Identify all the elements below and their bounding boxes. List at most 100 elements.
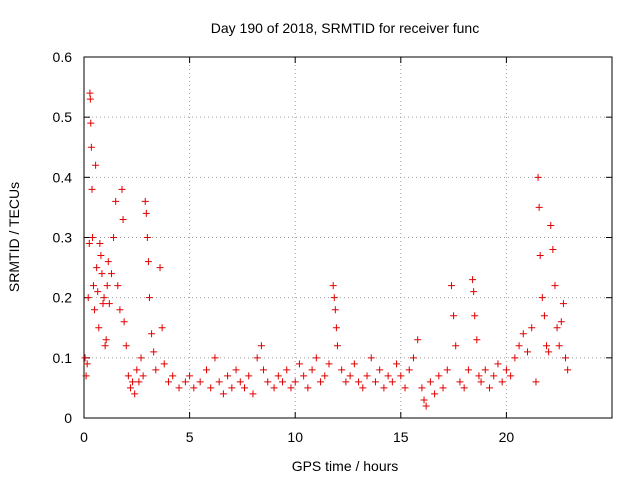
data-points: [81, 89, 572, 410]
data-point: [367, 354, 375, 362]
data-point: [553, 324, 561, 332]
data-point: [270, 384, 278, 392]
data-point: [87, 119, 95, 127]
data-point: [253, 354, 261, 362]
data-point: [393, 360, 401, 368]
data-point: [124, 372, 132, 380]
data-point: [549, 246, 557, 254]
data-point: [86, 89, 94, 97]
data-point: [145, 294, 153, 302]
x-tick-label: 15: [393, 429, 409, 445]
data-point: [502, 366, 510, 374]
data-point: [95, 324, 103, 332]
y-tick-label: 0.6: [53, 49, 73, 65]
data-point: [181, 378, 189, 386]
data-point: [538, 294, 546, 302]
data-point: [137, 354, 145, 362]
data-point: [245, 372, 253, 380]
y-tick-label: 0.1: [53, 350, 73, 366]
data-point: [103, 282, 111, 290]
data-point: [422, 402, 430, 410]
data-point: [464, 366, 472, 374]
data-point: [350, 360, 358, 368]
data-point: [158, 324, 166, 332]
data-point: [107, 270, 115, 278]
data-point: [86, 95, 94, 103]
data-point: [90, 282, 98, 290]
data-point: [196, 378, 204, 386]
data-point: [202, 366, 210, 374]
data-point: [287, 384, 295, 392]
data-point: [540, 312, 548, 320]
data-point: [260, 366, 268, 374]
data-point: [330, 294, 338, 302]
data-point: [543, 342, 551, 350]
data-point: [98, 270, 106, 278]
data-point: [118, 185, 126, 193]
data-point: [371, 378, 379, 386]
data-point: [104, 258, 112, 266]
data-point: [471, 312, 479, 320]
data-point: [83, 360, 91, 368]
data-point: [304, 384, 312, 392]
data-point: [490, 372, 498, 380]
data-point: [93, 264, 101, 272]
x-tick-label: 20: [499, 429, 515, 445]
data-point: [557, 318, 565, 326]
data-point: [119, 215, 127, 223]
data-point: [219, 390, 227, 398]
data-point: [228, 384, 236, 392]
x-tick-label: 0: [80, 429, 88, 445]
data-point: [564, 366, 572, 374]
data-point: [207, 384, 215, 392]
data-point: [215, 378, 223, 386]
data-point: [152, 366, 160, 374]
data-point: [91, 306, 99, 314]
data-point: [190, 384, 198, 392]
data-point: [186, 372, 194, 380]
data-point: [175, 384, 183, 392]
data-point: [380, 384, 388, 392]
data-point: [122, 342, 130, 350]
x-axis-label: GPS time / hours: [292, 458, 399, 474]
y-tick-label: 0.2: [53, 290, 73, 306]
data-point: [384, 372, 392, 380]
data-point: [420, 396, 428, 404]
data-point: [414, 336, 422, 344]
data-point: [456, 378, 464, 386]
data-point: [524, 348, 532, 356]
data-point: [452, 342, 460, 350]
data-point: [312, 354, 320, 362]
y-tick-label: 0.5: [53, 109, 73, 125]
data-point: [279, 378, 287, 386]
data-point: [559, 300, 567, 308]
data-point: [401, 384, 409, 392]
data-point: [481, 366, 489, 374]
data-point: [100, 294, 108, 302]
data-point: [308, 366, 316, 374]
data-point: [470, 288, 478, 296]
data-point: [249, 390, 257, 398]
data-point: [507, 372, 515, 380]
x-tick-label: 5: [186, 429, 194, 445]
data-point: [333, 342, 341, 350]
y-tick-label: 0.3: [53, 230, 73, 246]
x-tick-label: 10: [287, 429, 303, 445]
chart-title: Day 190 of 2018, SRMTID for receiver fun…: [211, 20, 479, 36]
data-point: [211, 354, 219, 362]
data-point: [355, 378, 363, 386]
data-point: [405, 366, 413, 374]
data-point: [300, 372, 308, 380]
data-point: [418, 384, 426, 392]
data-point: [105, 300, 113, 308]
data-point: [325, 360, 333, 368]
data-point: [141, 197, 149, 205]
data-point: [88, 234, 96, 241]
data-point: [450, 312, 458, 320]
data-point: [376, 366, 384, 374]
data-point: [409, 354, 417, 362]
data-point: [536, 252, 544, 260]
data-point: [473, 336, 481, 344]
data-point: [264, 378, 272, 386]
